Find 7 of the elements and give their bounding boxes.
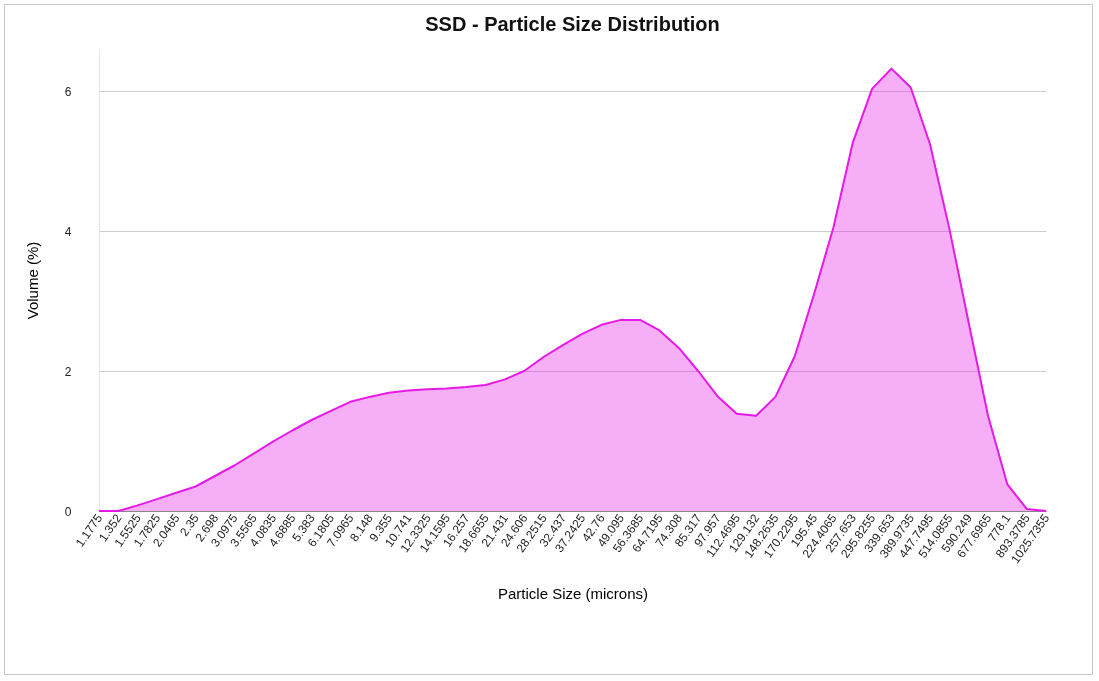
y-tick-label: 4: [64, 224, 72, 239]
y-axis-title: Volume (%): [23, 241, 41, 320]
y-tick-label: 2: [64, 364, 72, 379]
chart-title: SSD - Particle Size Distribution: [425, 13, 720, 35]
y-tick-label: 6: [64, 84, 72, 99]
y-tick-label: 0: [64, 504, 72, 519]
x-axis-title: Particle Size (microns): [497, 585, 649, 603]
